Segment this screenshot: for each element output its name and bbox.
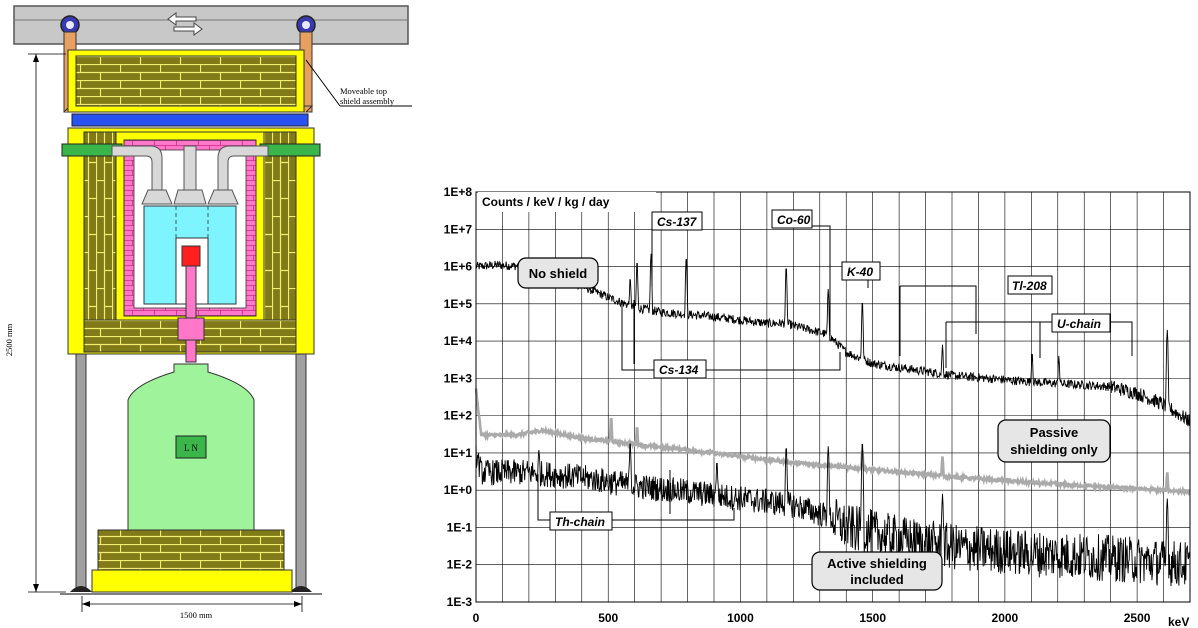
y-tick-label: 1E-2 <box>447 558 473 572</box>
annotation-brackets <box>537 225 1133 521</box>
chart-series <box>474 253 1191 587</box>
callout-passive: Passive shielding only <box>997 419 1111 463</box>
annotation-k40: K-40 <box>841 261 881 281</box>
svg-text:included: included <box>850 572 904 587</box>
lead-wall-left <box>83 131 117 353</box>
annotation-cs134: Cs-134 <box>653 359 707 379</box>
y-tick-label: 1E+4 <box>444 334 473 348</box>
svg-text:K-40: K-40 <box>847 265 873 279</box>
svg-text:Cs-137: Cs-137 <box>657 215 698 229</box>
top-shield-label-2: shield assembly <box>340 96 395 106</box>
double-arrow-icon <box>167 12 203 36</box>
callout-active: Active shielding included <box>811 551 943 591</box>
top-shield-lead <box>75 55 297 107</box>
detector-crystal <box>181 245 201 267</box>
y-tick-label: 1E+1 <box>444 446 473 460</box>
x-tick-label: 1000 <box>727 611 754 625</box>
x-tick-label: 1500 <box>859 611 886 625</box>
green-beam-right <box>259 143 321 157</box>
svg-text:Tl-208: Tl-208 <box>1012 279 1047 293</box>
right-roller-icon <box>296 15 316 35</box>
annotation-co60: Co-60 <box>771 209 813 229</box>
svg-text:No shield: No shield <box>529 266 588 281</box>
y-axis-label: Counts / keV / kg / day <box>482 195 610 209</box>
width-dimension <box>81 596 303 612</box>
lead-wall-right <box>263 131 297 353</box>
left-leg <box>75 353 87 591</box>
y-tick-label: 1E+8 <box>444 185 473 199</box>
svg-text:Passive: Passive <box>1030 425 1078 440</box>
annotation-cs137: Cs-137 <box>651 211 703 231</box>
svg-text:Co-60: Co-60 <box>777 213 811 227</box>
x-tick-label: 2500 <box>1124 611 1151 625</box>
svg-text:U-chain: U-chain <box>1057 317 1101 331</box>
y-tick-label: 1E+0 <box>444 483 473 497</box>
y-tick-label: 1E+7 <box>444 222 473 236</box>
svg-text:Cs-134: Cs-134 <box>659 363 699 377</box>
series-active-shielding-included <box>475 440 1191 587</box>
cryostat-pipes <box>111 145 269 205</box>
height-dimension <box>28 53 66 593</box>
chart-grid <box>475 191 1191 603</box>
series-passive-shielding-only <box>474 388 1191 497</box>
series-no-shield <box>475 253 1191 427</box>
x-axis-label: keV <box>1168 615 1189 628</box>
y-tick-label: 1E+2 <box>444 409 473 423</box>
blue-plate <box>71 113 309 127</box>
right-leg <box>295 353 307 591</box>
callout-no-shield: No shield <box>517 257 599 289</box>
chart-axes: 1E-3 1E-2 1E-1 1E+0 1E+1 1E+2 1E+3 1E+4 1E+5 1E+6… <box>444 185 1191 625</box>
svg-text:shielding only: shielding only <box>1010 442 1098 457</box>
y-tick-label: 1E-3 <box>447 595 473 609</box>
left-roller-icon <box>60 15 80 35</box>
x-tick-label: 2000 <box>992 611 1019 625</box>
y-tick-label: 1E+6 <box>444 260 473 274</box>
x-tick-label: 500 <box>598 611 618 625</box>
y-tick-label: 1E+5 <box>444 297 473 311</box>
shield-diagram: Moveable top shield assembly L N <box>4 5 412 620</box>
base-lead <box>97 529 285 571</box>
svg-text:Th-chain: Th-chain <box>555 515 605 529</box>
spectrum-chart: 1E-3 1E-2 1E-1 1E+0 1E+1 1E+2 1E+3 1E+4 1E+5 1E+6… <box>444 185 1191 628</box>
width-label: 1500 mm <box>180 610 213 620</box>
annotation-tl208: Tl-208 <box>1007 275 1053 295</box>
annotation-th-chain: Th-chain <box>549 511 613 531</box>
x-tick-label: 0 <box>473 611 480 625</box>
annotation-u-chain: U-chain <box>1051 313 1111 333</box>
height-label: 2500 mm <box>4 323 14 356</box>
plot-frame <box>475 191 1191 603</box>
svg-text:Active shielding: Active shielding <box>827 556 927 571</box>
top-shield-label-1: Moveable top <box>340 86 387 96</box>
y-tick-label: 1E+3 <box>444 371 473 385</box>
y-tick-label: 1E-1 <box>447 520 473 534</box>
base-yellow <box>91 569 293 593</box>
dewar-label: L N <box>184 443 198 453</box>
